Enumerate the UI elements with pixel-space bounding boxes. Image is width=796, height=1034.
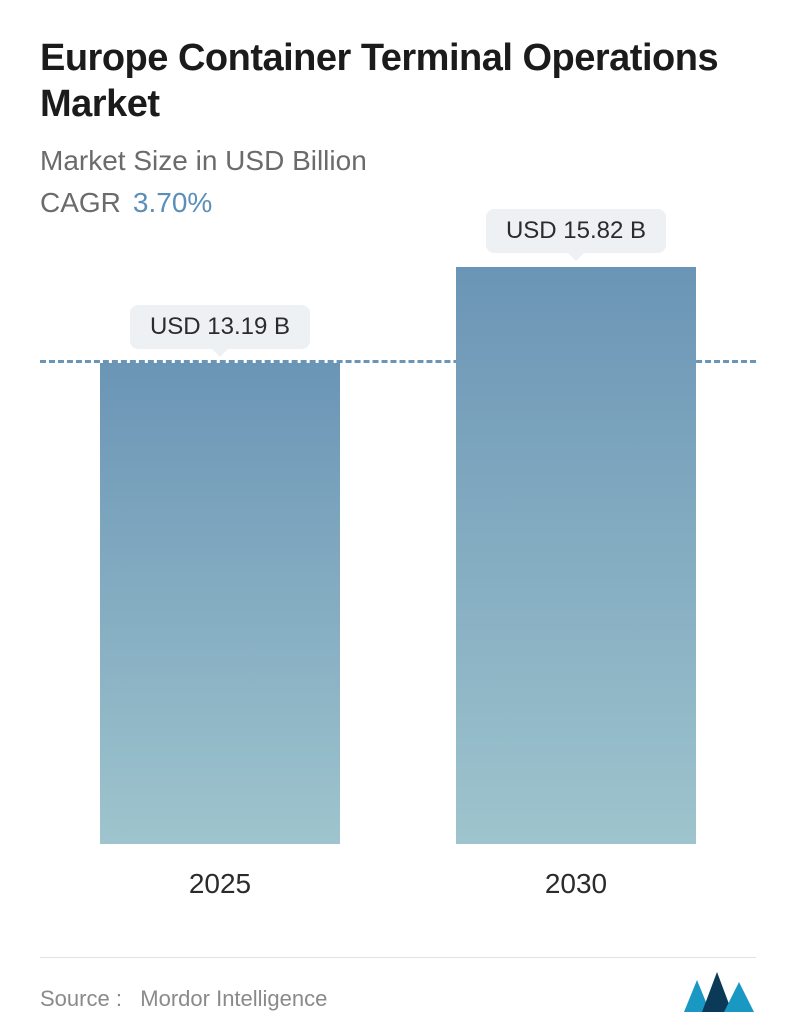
x-label-1: 2030 xyxy=(456,854,696,904)
source-text: Source : Mordor Intelligence xyxy=(40,986,327,1012)
cagr-label: CAGR xyxy=(40,187,121,218)
bar-group-0: USD 13.19 B xyxy=(100,363,340,844)
chart-title: Europe Container Terminal Operations Mar… xyxy=(40,36,756,127)
bar-value-label-1: USD 15.82 B xyxy=(486,209,666,253)
bar-group-1: USD 15.82 B xyxy=(456,267,696,844)
source-name: Mordor Intelligence xyxy=(140,986,327,1011)
source-label: Source : xyxy=(40,986,122,1011)
bar-0 xyxy=(100,363,340,844)
market-summary-card: Europe Container Terminal Operations Mar… xyxy=(0,0,796,1034)
chart-area: USD 13.19 B USD 15.82 B 2025 2030 xyxy=(40,260,756,904)
cagr-value: 3.70% xyxy=(133,187,212,218)
footer: Source : Mordor Intelligence xyxy=(40,957,756,1012)
bar-1 xyxy=(456,267,696,844)
chart-subtitle: Market Size in USD Billion xyxy=(40,145,756,177)
x-label-0: 2025 xyxy=(100,854,340,904)
brand-logo-icon xyxy=(684,972,756,1012)
bar-value-label-0: USD 13.19 B xyxy=(130,305,310,349)
bars-row: USD 13.19 B USD 15.82 B xyxy=(100,260,696,844)
x-axis-labels: 2025 2030 xyxy=(100,854,696,904)
